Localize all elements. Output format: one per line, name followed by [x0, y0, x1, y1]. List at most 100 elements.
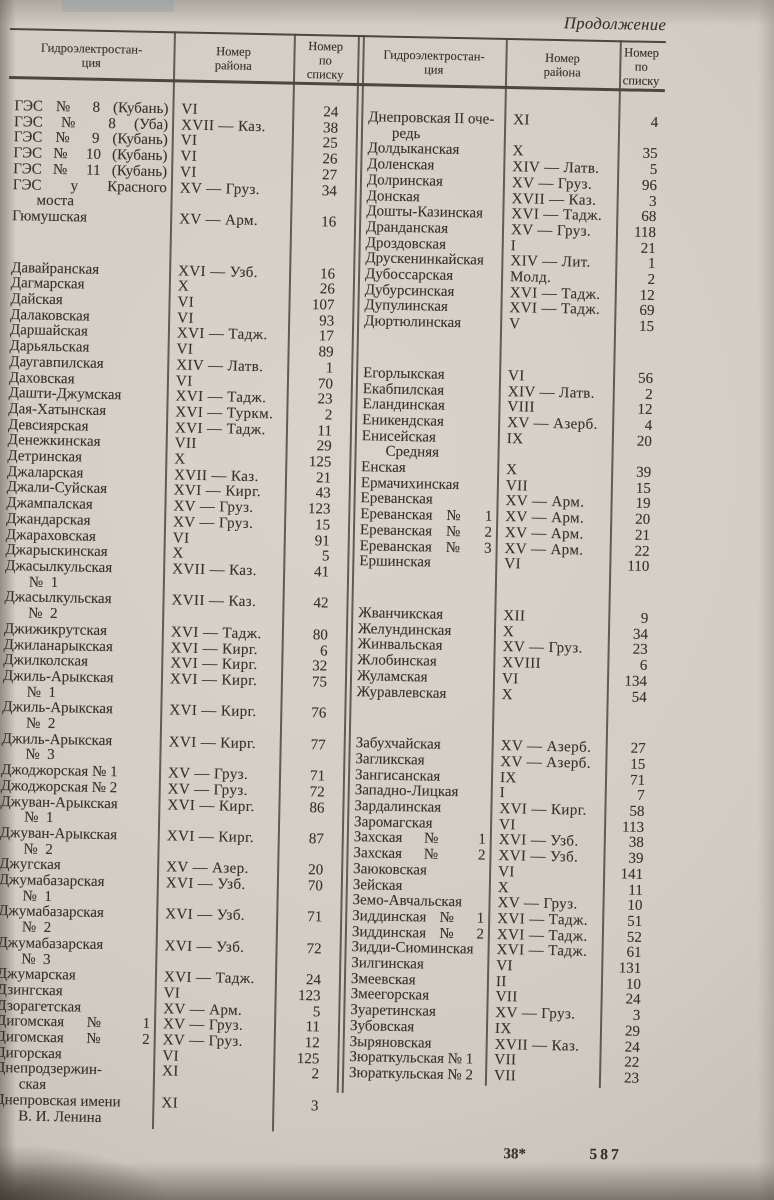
district-number: XVI — Кирг.: [169, 671, 258, 689]
list-number: 123: [307, 501, 331, 518]
list-number: 77: [310, 736, 326, 754]
column-header-station-left: Гидроэлектростан- ция: [11, 33, 172, 78]
station-name-cell: Джасылкульская № 1: [0, 558, 163, 594]
list-number: 16: [321, 214, 337, 231]
district-number: XVI — Кирг.: [169, 702, 257, 721]
list-number: 107: [311, 297, 335, 314]
station-name-cell: Джумабазарская № 2: [0, 903, 156, 939]
column-header-district-right: Номер района: [506, 43, 619, 87]
list-number: 71: [307, 909, 323, 926]
list-number: 29: [316, 438, 332, 455]
continuation-label: Продолжение: [563, 13, 667, 35]
station-name: Ершинская: [359, 553, 432, 571]
list-number: 113: [621, 819, 645, 836]
list-number: 134: [624, 673, 648, 690]
list-number: 2: [645, 386, 653, 403]
column-header-list-right: Номер по списку: [617, 45, 666, 88]
district-number: IX: [506, 430, 524, 448]
list-number: 23: [317, 391, 333, 408]
list-number: 125: [308, 454, 332, 471]
list-number: 70: [317, 375, 334, 393]
list-number: 41: [313, 564, 330, 581]
district-number: XI: [513, 112, 531, 129]
list-number: 61: [626, 944, 642, 962]
column-header-station-right: Гидроэлектростан- ция: [364, 40, 504, 85]
list-number: 86: [309, 799, 325, 816]
list-number: 15: [630, 756, 646, 773]
list-number: 123: [297, 987, 321, 1005]
printer-signature: 38*: [503, 1146, 527, 1163]
list-number: 20: [307, 862, 324, 879]
list-number: 25: [322, 135, 338, 153]
station-name-cell: Гюмушская: [6, 208, 170, 228]
list-number: 6: [639, 657, 648, 675]
list-number: 12: [304, 1035, 320, 1052]
list-number: 68: [641, 208, 657, 226]
station-name: Гюмушская: [12, 208, 88, 226]
list-number: 23: [632, 642, 648, 659]
station-name: Журавлевская: [356, 683, 447, 702]
station-name-cell: Ершинская: [353, 553, 495, 573]
district-number: XVII — Каз.: [172, 561, 258, 580]
station-name-cell: Джиль-Арыкская № 1: [0, 668, 161, 704]
list-number: 22: [634, 543, 650, 560]
station-name-cell: Днепровская II оче-редь: [362, 109, 505, 144]
scan-shadow-corner: [0, 1120, 240, 1200]
district-number: XVI — Кирг.: [167, 796, 255, 815]
district-number: XVI — Узб.: [165, 875, 246, 893]
list-number: 24: [624, 1039, 640, 1056]
scan-shadow-left: [0, 0, 16, 1200]
list-number: 12: [637, 401, 653, 419]
list-number: 34: [632, 626, 649, 643]
table-left-half: ГЭС № 8 (Кубань) VI 24 ГЭС № 8 (Уба) XVII — …: [0, 98, 357, 1131]
scan-artifact: [62, 0, 174, 12]
list-number: 11: [628, 882, 643, 899]
list-number: 69: [639, 303, 655, 320]
column-header-list-left: Номер по списку: [294, 39, 357, 82]
list-number: 9: [640, 610, 649, 627]
list-number: 21: [315, 469, 332, 487]
list-number: 42: [313, 595, 329, 612]
list-number: 27: [321, 167, 338, 184]
list-number: 11: [305, 1019, 321, 1036]
list-number: 22: [624, 1054, 640, 1072]
district-number: XI: [161, 1063, 179, 1081]
scan-shadow-right: [758, 0, 774, 1200]
district-number: XVI — Кирг.: [166, 828, 255, 846]
station-name-cell: ГЭС у Красного моста: [6, 177, 171, 212]
list-number: 43: [315, 485, 331, 502]
list-number: 75: [311, 674, 328, 691]
station-name: Зюраткульская № 2: [348, 1064, 474, 1084]
list-number: 96: [641, 177, 658, 194]
list-number: 2: [324, 407, 333, 424]
list-number: 26: [322, 151, 338, 168]
list-number: 3: [632, 1007, 641, 1025]
station-name-cell: Журавлевская: [351, 684, 493, 703]
list-number: 3: [310, 1098, 319, 1115]
column-header-text: Номер по списку: [622, 45, 660, 89]
station-name-cell: Джиль-Арыкская № 3: [0, 731, 160, 767]
list-number: 52: [626, 929, 643, 946]
list-number: 24: [305, 972, 322, 989]
list-number: 23: [623, 1070, 640, 1087]
list-number: 1: [325, 360, 334, 377]
list-number: 39: [636, 464, 652, 482]
table-sheet: Продолжение Гидроэлектростан- ция Номер …: [0, 13, 666, 1163]
list-number: 7: [637, 788, 645, 805]
list-number: 110: [627, 558, 650, 576]
station-name-cell: Джасылкульская № 2: [0, 589, 163, 625]
list-number: 15: [314, 517, 331, 534]
list-number: 70: [307, 878, 323, 895]
district-number: XVII — Каз.: [171, 592, 257, 611]
list-number: 10: [627, 897, 643, 915]
column-header-district-left: Номер района: [175, 36, 292, 80]
district-number: XI: [161, 1095, 179, 1112]
district-number: XVI — Узб.: [165, 906, 246, 925]
list-number: 11: [317, 422, 333, 440]
list-number: 51: [627, 913, 643, 930]
list-number: 24: [323, 104, 339, 121]
list-number: 2: [311, 1066, 320, 1083]
list-number: 76: [311, 705, 327, 722]
list-number: 2: [647, 271, 656, 289]
